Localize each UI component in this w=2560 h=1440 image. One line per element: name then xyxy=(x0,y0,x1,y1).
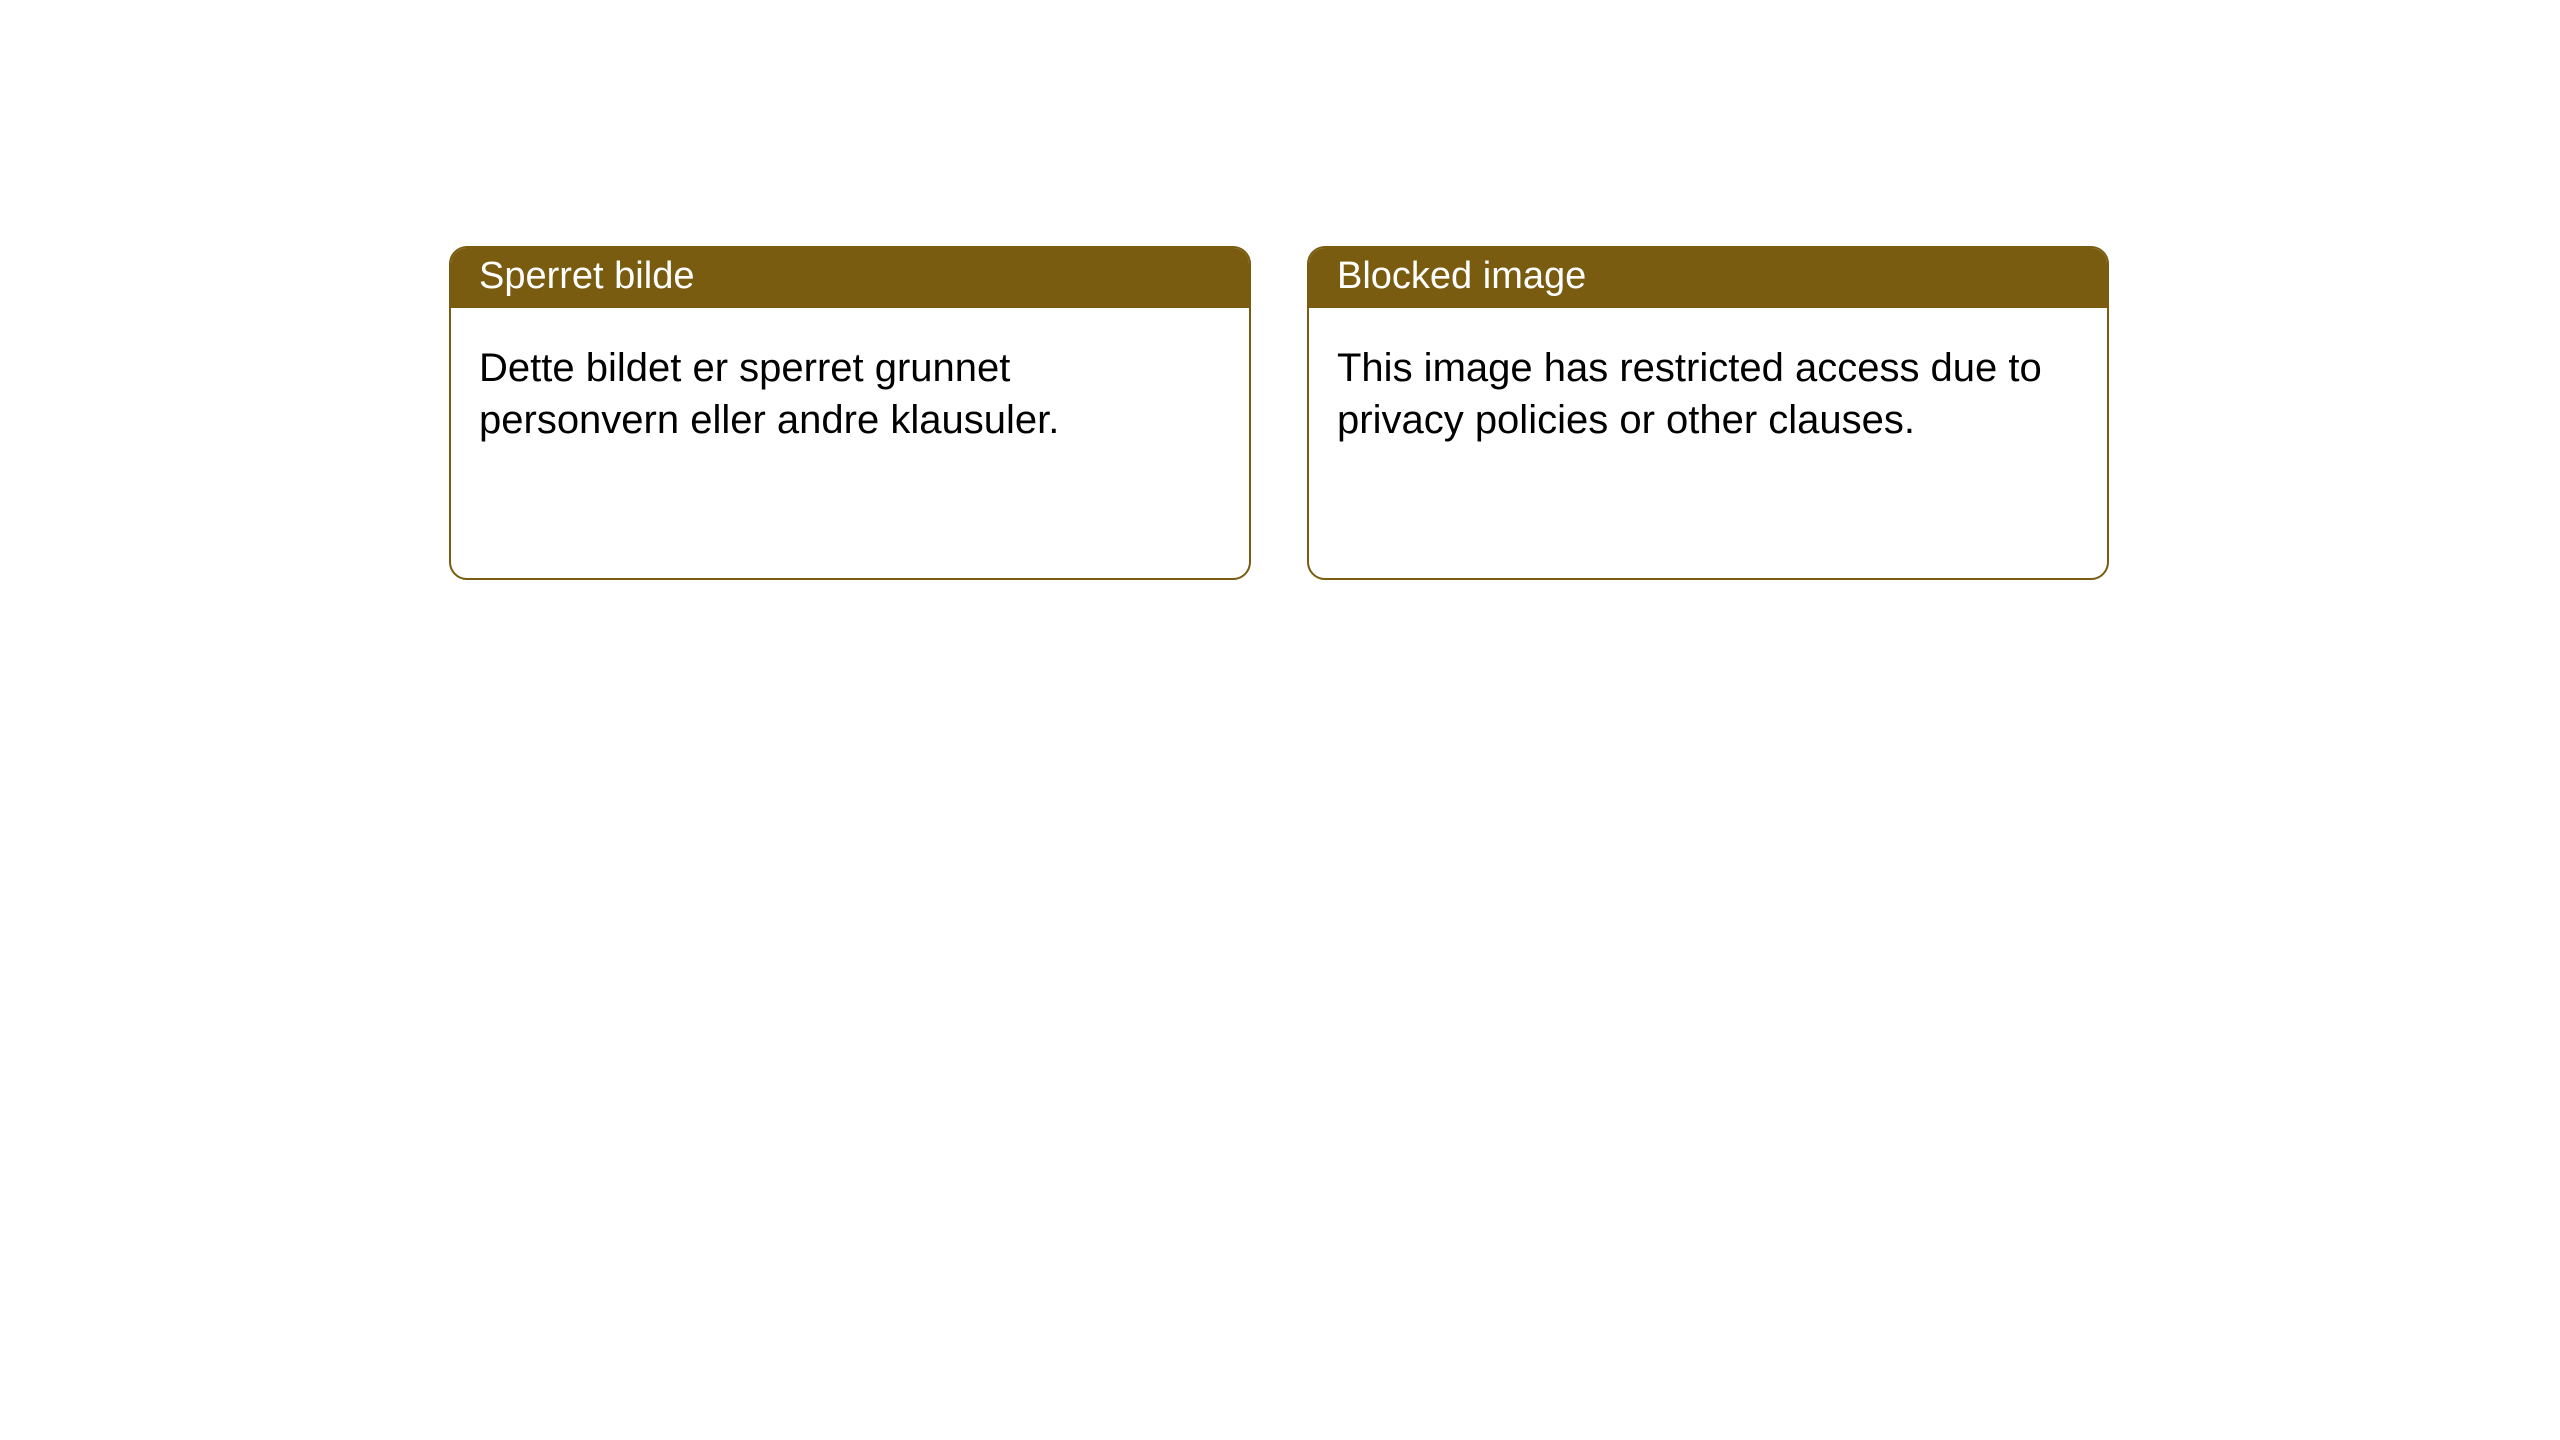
card-body-text: Dette bildet er sperret grunnet personve… xyxy=(479,346,1059,442)
card-body-text: This image has restricted access due to … xyxy=(1337,346,2042,442)
card-title: Blocked image xyxy=(1337,255,1586,297)
notice-container: Sperret bilde Dette bildet er sperret gr… xyxy=(0,0,2560,580)
card-title: Sperret bilde xyxy=(479,255,694,297)
notice-card-norwegian: Sperret bilde Dette bildet er sperret gr… xyxy=(449,246,1251,580)
card-body: This image has restricted access due to … xyxy=(1309,308,2107,480)
notice-card-english: Blocked image This image has restricted … xyxy=(1307,246,2109,580)
card-header: Blocked image xyxy=(1309,248,2107,308)
card-header: Sperret bilde xyxy=(451,248,1249,308)
card-body: Dette bildet er sperret grunnet personve… xyxy=(451,308,1249,480)
